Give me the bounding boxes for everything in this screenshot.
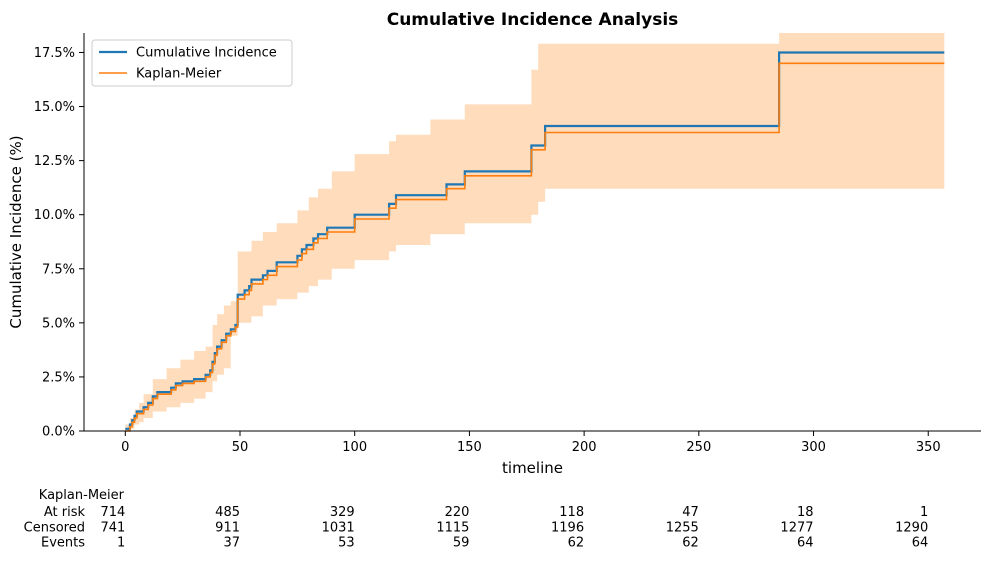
y-tick-label: 2.5%	[42, 370, 75, 385]
legend: Cumulative Incidence Kaplan-Meier	[91, 39, 293, 87]
x-tick-label: 50	[232, 440, 249, 455]
y-tick-label: 12.5%	[34, 154, 75, 169]
at-risk-cell: 59	[453, 536, 470, 551]
at-risk-cell: 64	[797, 536, 814, 551]
at-risk-cell: 64	[912, 536, 929, 551]
at-risk-cell: 714	[100, 505, 125, 520]
y-tick-label: 17.5%	[34, 46, 75, 61]
y-tick-label: 7.5%	[42, 262, 75, 277]
at-risk-cell: 220	[445, 505, 470, 520]
at-risk-cell: 118	[559, 505, 584, 520]
at-risk-cell: 18	[797, 505, 814, 520]
at-risk-cell: 37	[223, 536, 240, 551]
at-risk-cell: 1031	[322, 520, 355, 535]
at-risk-table-title: Kaplan-Meier	[39, 488, 125, 503]
at-risk-cell: 62	[568, 536, 585, 551]
y-axis-title: Cumulative Incidence (%)	[7, 135, 25, 328]
x-tick-label: 100	[342, 440, 367, 455]
y-tick-label: 10.0%	[34, 208, 75, 223]
legend-label-1: Cumulative Incidence	[136, 46, 277, 61]
at-risk-cell: 1255	[666, 520, 699, 535]
axes-layer: 0 50 100 150 200 250 300 350 0.0% 2.5% 5.0% 7.5% 10.…	[34, 33, 981, 455]
confidence-band	[125, 33, 945, 431]
y-tick-label: 5.0%	[42, 316, 75, 331]
at-risk-cell: 1290	[895, 520, 928, 535]
at-risk-cell: 1277	[780, 520, 813, 535]
x-tick-label: 150	[457, 440, 482, 455]
x-tick-label: 200	[572, 440, 597, 455]
x-tick-label: 0	[121, 440, 129, 455]
y-tick-label: 15.0%	[34, 100, 75, 115]
at-risk-table: Kaplan-Meier At risk 714 485 329 220 118 47 18 1 C…	[24, 488, 929, 551]
x-tick-label: 250	[686, 440, 711, 455]
series-line-kaplan-meier	[125, 62, 945, 432]
series-line-cumulative-incidence	[125, 51, 945, 430]
at-risk-cell: 62	[682, 536, 699, 551]
at-risk-cell: 329	[330, 505, 355, 520]
at-risk-cell: 911	[215, 520, 240, 535]
chart-title: Cumulative Incidence Analysis	[387, 10, 679, 30]
at-risk-row-label: Events	[41, 536, 85, 551]
at-risk-row-label: At risk	[44, 505, 86, 520]
at-risk-cell: 1	[920, 505, 928, 520]
at-risk-cell: 47	[682, 505, 699, 520]
series-lines-layer	[125, 51, 945, 432]
at-risk-cell: 1115	[436, 520, 469, 535]
legend-box	[91, 39, 293, 87]
confidence-band-layer	[125, 33, 945, 431]
x-tick-label: 300	[801, 440, 826, 455]
x-tick-label: 350	[916, 440, 941, 455]
y-tick-label: 0.0%	[42, 425, 75, 440]
legend-label-2: Kaplan-Meier	[136, 67, 222, 82]
at-risk-row-label: Censored	[24, 520, 85, 535]
x-axis-title: timeline	[502, 459, 563, 477]
at-risk-cell: 1196	[551, 520, 584, 535]
at-risk-cell: 741	[100, 520, 125, 535]
at-risk-cell: 1	[117, 536, 125, 551]
at-risk-cell: 53	[338, 536, 355, 551]
at-risk-cell: 485	[215, 505, 240, 520]
